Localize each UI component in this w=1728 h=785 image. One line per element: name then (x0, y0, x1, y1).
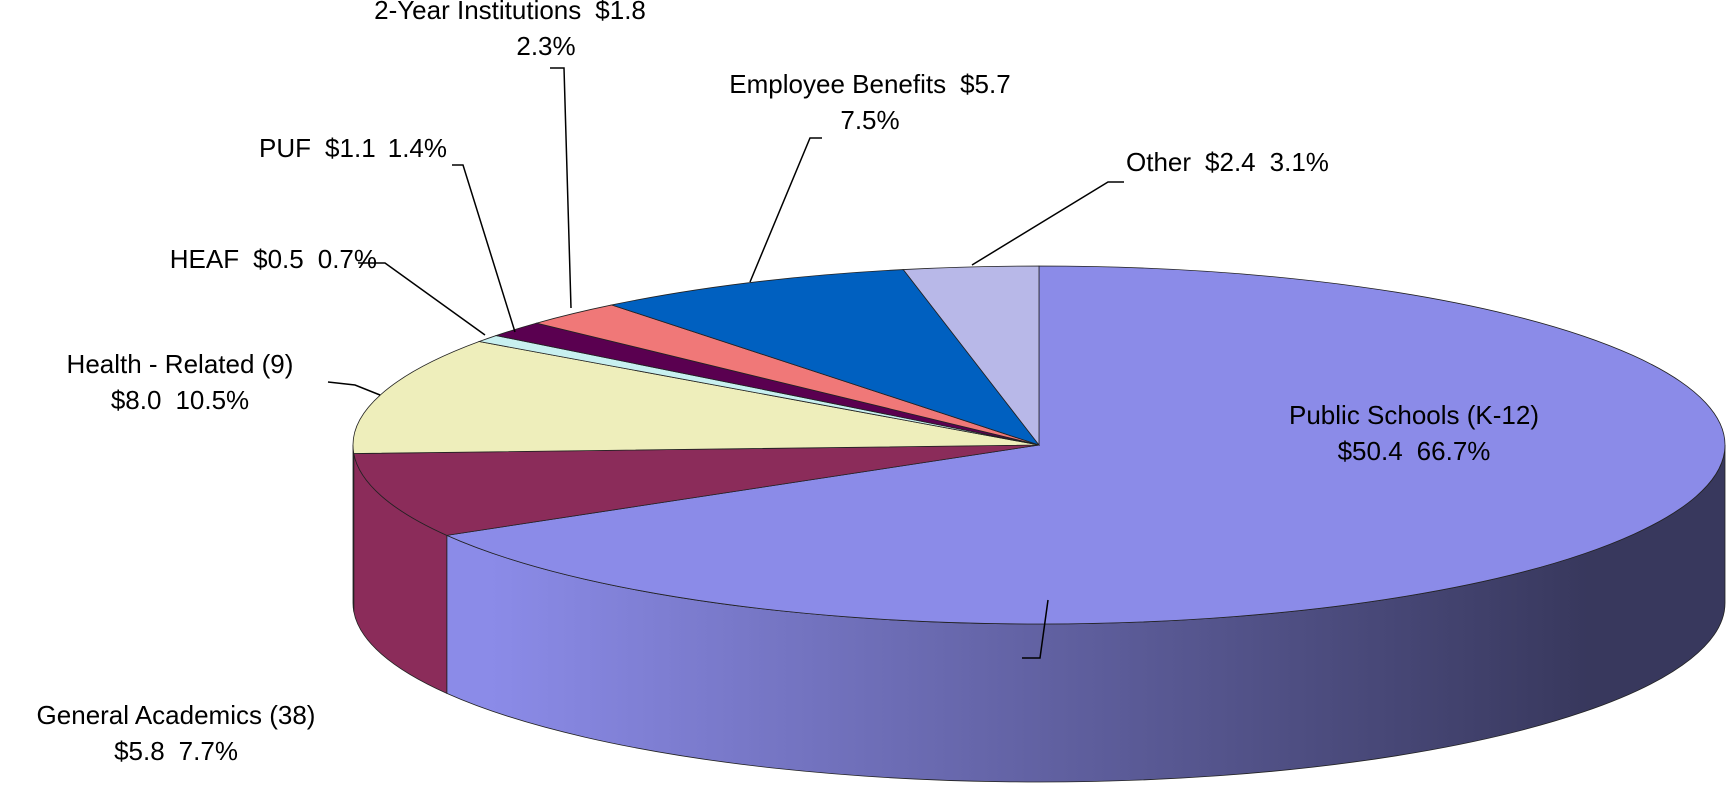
label-part: 1.4% (388, 133, 447, 163)
leader-line (971, 181, 1124, 266)
label-part: HEAF (170, 244, 239, 274)
label-part: Health - Related (9) (67, 349, 294, 379)
label-part: 7.7% (179, 736, 238, 766)
label-part: $8.0 (111, 385, 162, 415)
labels: Public Schools (K-12) $50.4 66.7% General A… (37, 0, 1539, 766)
pie-tops (352, 265, 1726, 625)
label-part: Public Schools (K-12) (1289, 400, 1539, 430)
label-part: 3.1% (1270, 147, 1329, 177)
leader-line (749, 137, 822, 283)
label-part: 2.3% (516, 31, 575, 61)
label-part: Other (1126, 147, 1191, 177)
label-part: 7.5% (840, 105, 899, 135)
leader-line (1022, 599, 1049, 659)
label-part: General Academics (38) (37, 700, 316, 730)
label-part: PUF (259, 133, 311, 163)
label-part: $5.8 (114, 736, 165, 766)
slice (902, 265, 1040, 447)
data-label: Public Schools (K-12) $50.4 66.7% (1289, 400, 1539, 466)
data-label: General Academics (38) $5.8 7.7% (37, 700, 316, 766)
data-label: PUF $1.1 1.4% (259, 133, 447, 163)
label-part: $2.4 (1205, 147, 1256, 177)
label-part: 10.5% (175, 385, 249, 415)
leader-line (358, 262, 486, 336)
label-part: 2-Year Institutions (374, 0, 581, 25)
slice (610, 269, 1041, 446)
data-label: Other $2.4 3.1% (1126, 147, 1329, 177)
label-part: 66.7% (1417, 436, 1491, 466)
label-part: Employee Benefits (729, 69, 946, 99)
data-label: 2-Year Institutions $1.8 2.3% (374, 0, 646, 61)
leader-line (452, 164, 516, 333)
label-part: $1.8 (595, 0, 646, 25)
label-part: $50.4 (1338, 436, 1403, 466)
label-part: $0.5 (253, 244, 304, 274)
data-label: HEAF $0.5 0.7% (170, 244, 377, 274)
slice-side (352, 444, 355, 612)
data-label: Employee Benefits $5.7 7.5% (729, 69, 1010, 135)
label-part: $1.1 (325, 133, 375, 163)
slice (353, 444, 1040, 536)
label-part: 0.7% (318, 244, 377, 274)
label-part: $5.7 (960, 69, 1011, 99)
slice (352, 341, 1040, 454)
data-label: Health - Related (9) $8.0 10.5% (67, 349, 294, 415)
slice (445, 265, 1726, 625)
leader-line (327, 381, 381, 396)
leader-line (550, 67, 572, 309)
